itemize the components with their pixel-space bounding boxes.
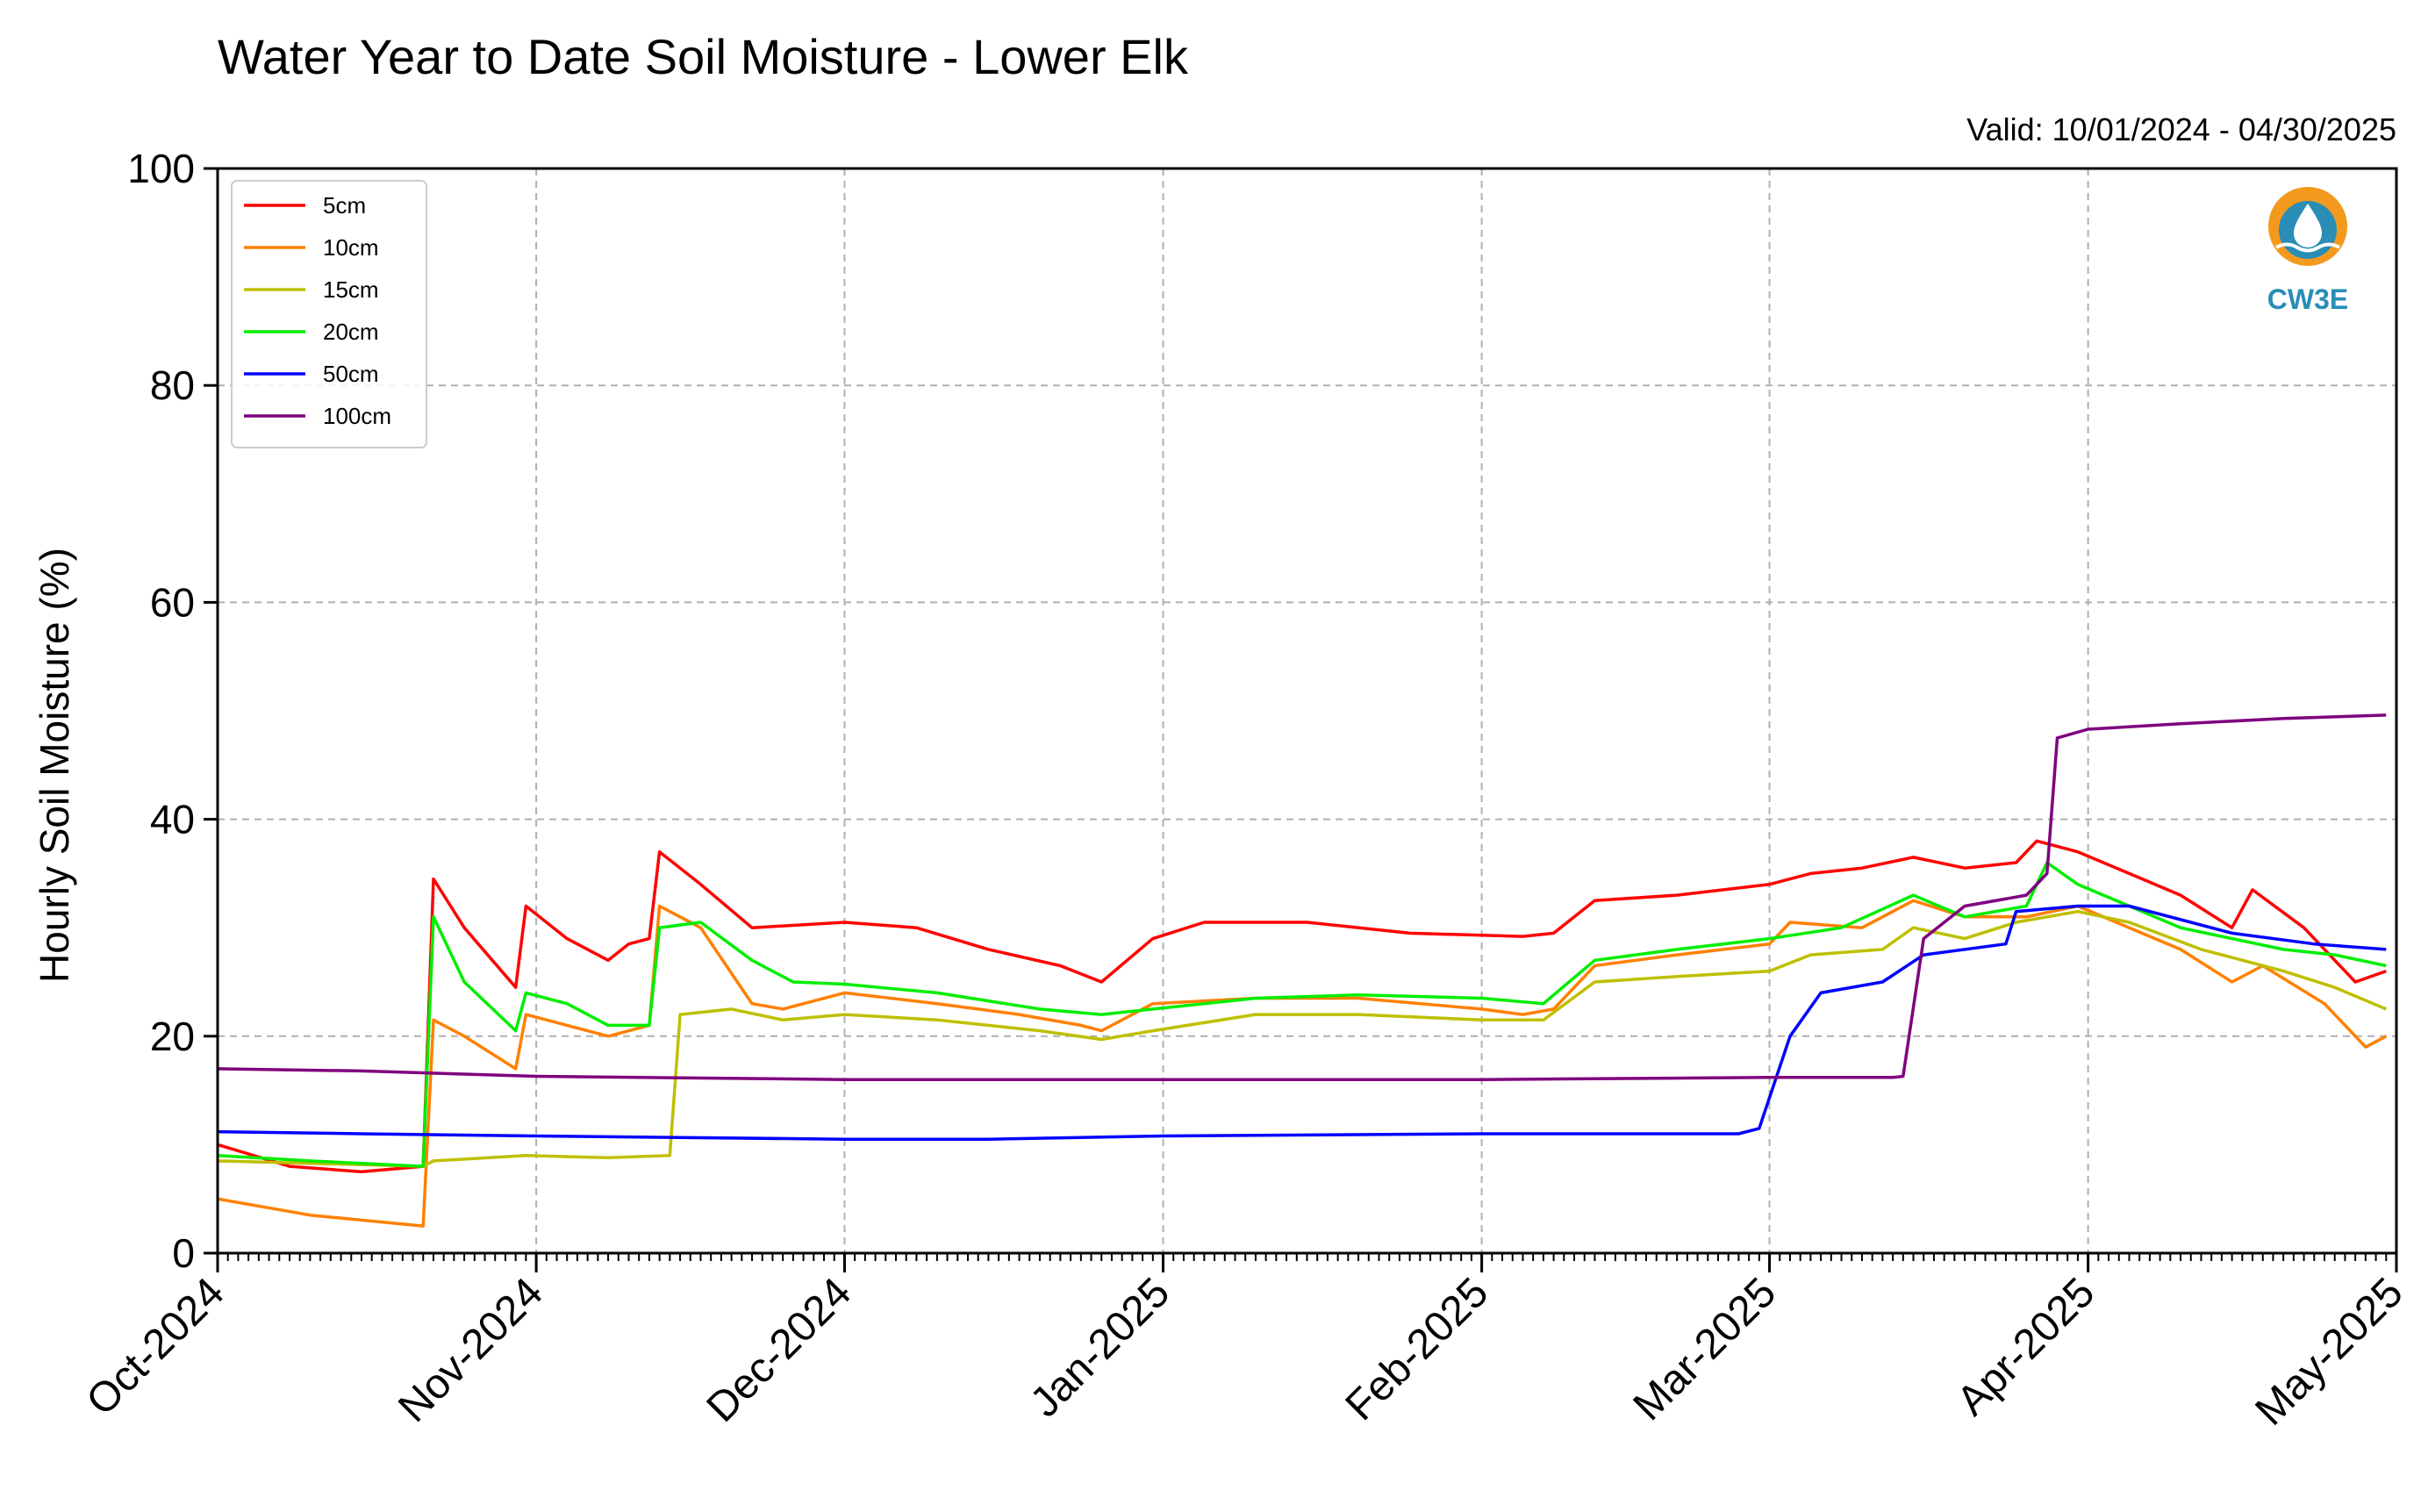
- chart-title: Water Year to Date Soil Moisture - Lower…: [218, 29, 1189, 84]
- logo-drop-icon: [2294, 204, 2322, 247]
- x-tick-label: Feb-2025: [1337, 1269, 1498, 1430]
- x-tick-label: May-2025: [2246, 1269, 2411, 1434]
- legend-label: 100cm: [323, 403, 391, 429]
- series-line-15cm: [217, 909, 2387, 1168]
- x-tick-label: Mar-2025: [1625, 1269, 1786, 1430]
- series-line-50cm: [217, 904, 2387, 1141]
- logo-wave-icon: [2274, 242, 2341, 253]
- legend-label: 10cm: [323, 234, 379, 261]
- series-line-100cm: [217, 713, 2387, 1081]
- legend-label: 15cm: [323, 276, 379, 303]
- y-tick-label: 40: [150, 797, 195, 842]
- series-line-20cm: [217, 861, 2387, 1168]
- y-tick-label: 100: [127, 146, 195, 191]
- series-line-10cm: [217, 899, 2388, 1228]
- legend-label: 50cm: [323, 361, 379, 387]
- y-tick-label: 80: [150, 362, 195, 408]
- y-tick-label: 0: [172, 1230, 195, 1276]
- axes-group: 0 20 40 60 80 100 Oct-2024 Nov-2024 Dec-2024 Jan-…: [78, 146, 2412, 1435]
- plot-frame: [216, 167, 2398, 1255]
- y-tick-label: 60: [150, 579, 195, 625]
- x-tick-label: Apr-2025: [1948, 1269, 2103, 1424]
- y-axis-label: Hourly Soil Moisture (%): [32, 548, 77, 983]
- logo-text: CW3E: [2267, 283, 2348, 315]
- series-group: [217, 713, 2388, 1228]
- x-tick-label: Nov-2024: [390, 1269, 552, 1431]
- legend: 5cm 10cm 15cm 20cm 50cm 100cm: [231, 180, 427, 448]
- chart-subtitle: Valid: 10/01/2024 - 04/30/2025: [1966, 111, 2396, 147]
- x-tick-label: Jan-2025: [1021, 1269, 1178, 1426]
- x-tick-label: Dec-2024: [698, 1269, 861, 1431]
- legend-label: 5cm: [323, 192, 366, 219]
- legend-label: 20cm: [323, 319, 379, 345]
- cw3e-logo: CW3E: [2267, 187, 2348, 315]
- series-line-5cm: [217, 839, 2387, 1174]
- grid-lines: [217, 168, 2397, 1254]
- x-tick-label: Oct-2024: [78, 1269, 233, 1424]
- y-tick-label: 20: [150, 1014, 195, 1059]
